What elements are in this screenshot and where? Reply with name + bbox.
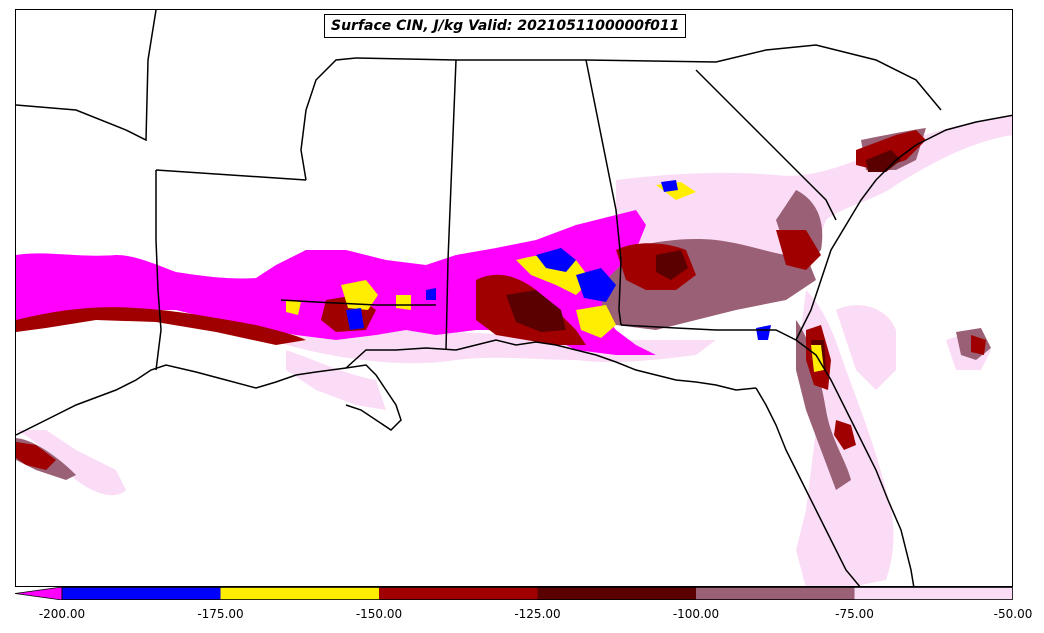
colorbar-tick-label: -75.00 <box>835 607 874 621</box>
colorbar <box>15 587 1013 600</box>
colorbar-segment <box>62 587 221 600</box>
colorbar-segment <box>379 587 538 600</box>
colorbar-tick-label: -125.00 <box>514 607 561 621</box>
colorbar-segment <box>537 587 696 600</box>
state-boundaries <box>16 10 1012 586</box>
colorbar-segment <box>220 587 379 600</box>
map-title: Surface CIN, J/kg Valid: 2021051100000f0… <box>324 14 687 38</box>
cin-band-light-pink <box>16 115 1012 586</box>
map-panel <box>15 9 1013 587</box>
colorbar-tick-label: -200.00 <box>38 607 86 621</box>
colorbar-tick-label: -50.00 <box>993 607 1033 621</box>
colorbar-tick-label: -100.00 <box>672 607 720 621</box>
cin-band-yellow <box>286 182 824 372</box>
cin-map <box>16 10 1012 586</box>
colorbar-tick-label: -150.00 <box>355 607 403 621</box>
colorbar-outline <box>61 587 1013 600</box>
colorbar-extension-min <box>15 587 63 600</box>
colorbar-tick-label: -175.00 <box>197 607 244 621</box>
colorbar-segment <box>854 587 1013 600</box>
colorbar-segment <box>696 587 855 600</box>
cin-band-blue <box>346 180 771 340</box>
